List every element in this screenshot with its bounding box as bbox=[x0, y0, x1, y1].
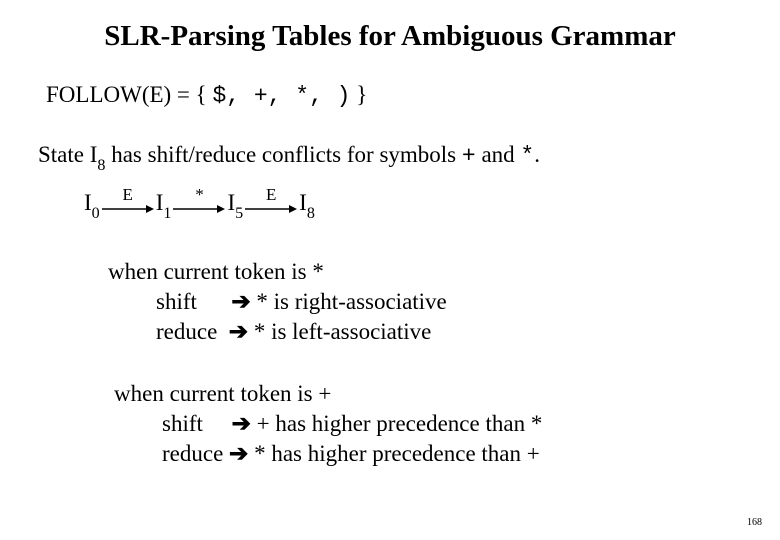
arrow-0: E bbox=[100, 191, 156, 219]
conflict-sym1: + bbox=[462, 143, 476, 169]
conflict-p2: has shift/reduce conflicts for symbols bbox=[105, 142, 461, 167]
arrow-1-label: * bbox=[171, 185, 227, 205]
state-i5: I5 bbox=[227, 190, 243, 221]
arrow-0-icon bbox=[100, 203, 156, 215]
follow-close: } bbox=[350, 82, 367, 107]
state-i0-sub: 0 bbox=[92, 205, 100, 222]
state-i5-i: I bbox=[227, 190, 235, 215]
arrow-icon: ➔ bbox=[229, 440, 248, 466]
case-star-reduce: reduce ➔ * is left-associative bbox=[156, 317, 447, 347]
conflict-p4: . bbox=[534, 142, 540, 167]
conflict-sym2: * bbox=[520, 143, 534, 169]
follow-lhs: FOLLOW(E) = { bbox=[46, 82, 212, 107]
case-star-shift-text: * is right-associative bbox=[251, 289, 447, 314]
arrow-2-icon bbox=[243, 203, 299, 215]
case-star-reduce-text: * is left-associative bbox=[248, 319, 431, 344]
state-i0: I0 bbox=[84, 190, 100, 221]
state-i8: I8 bbox=[299, 190, 315, 221]
state-diagram: I0 E I1 * I5 E I8 bbox=[84, 190, 315, 221]
conflict-line: State I8 has shift/reduce conflicts for … bbox=[38, 142, 540, 173]
arrow-icon: ➔ bbox=[231, 288, 250, 314]
case-star-shift-kw: shift bbox=[156, 289, 197, 314]
state-i1: I1 bbox=[156, 190, 172, 221]
follow-set: $, +, *, ) bbox=[212, 83, 350, 109]
arrow-2-label: E bbox=[243, 185, 299, 205]
arrow-icon: ➔ bbox=[232, 410, 251, 436]
case-plus-reduce-kw: reduce bbox=[162, 441, 223, 466]
arrow-icon: ➔ bbox=[229, 318, 248, 344]
case-plus-reduce: reduce ➔ * has higher precedence than + bbox=[162, 439, 542, 469]
state-i8-i: I bbox=[299, 190, 307, 215]
state-i5-sub: 5 bbox=[235, 205, 243, 222]
slide-title: SLR-Parsing Tables for Ambiguous Grammar bbox=[0, 20, 780, 53]
conflict-p3: and bbox=[476, 142, 521, 167]
conflict-s1: 8 bbox=[97, 157, 105, 174]
arrow-0-label: E bbox=[100, 185, 156, 205]
arrow-1-icon bbox=[171, 203, 227, 215]
conflict-p1: State I bbox=[38, 142, 97, 167]
case-star-when: when current token is * bbox=[108, 258, 447, 287]
case-plus-when: when current token is + bbox=[114, 380, 542, 409]
case-plus-shift: shift ➔ + has higher precedence than * bbox=[162, 409, 542, 439]
case-plus-shift-text: + has higher precedence than * bbox=[251, 411, 542, 436]
arrow-2: E bbox=[243, 191, 299, 219]
case-plus-reduce-text: * has higher precedence than + bbox=[248, 441, 539, 466]
follow-set-line: FOLLOW(E) = { $, +, *, ) } bbox=[46, 82, 367, 109]
case-star: when current token is * shift ➔ * is rig… bbox=[108, 258, 447, 346]
page-number: 168 bbox=[747, 517, 762, 528]
case-star-shift: shift ➔ * is right-associative bbox=[156, 287, 447, 317]
case-plus: when current token is + shift ➔ + has hi… bbox=[114, 380, 542, 468]
state-i1-sub: 1 bbox=[163, 205, 171, 222]
case-plus-shift-kw: shift bbox=[162, 411, 203, 436]
state-i0-i: I bbox=[84, 190, 92, 215]
state-i8-sub: 8 bbox=[307, 205, 315, 222]
case-star-reduce-kw: reduce bbox=[156, 319, 217, 344]
arrow-1: * bbox=[171, 191, 227, 219]
